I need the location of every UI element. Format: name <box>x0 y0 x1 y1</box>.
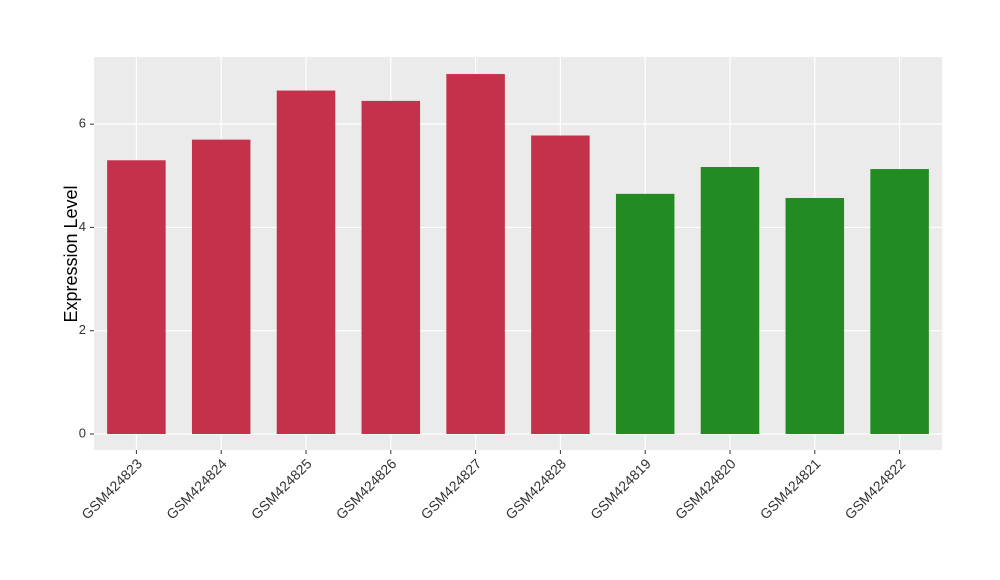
bar <box>785 197 845 434</box>
x-tick-label: GSM424825 <box>248 455 315 522</box>
y-tick-label: 2 <box>79 322 86 337</box>
bar <box>191 139 251 434</box>
x-tick-label: GSM424824 <box>163 455 230 522</box>
x-tick-label: GSM424827 <box>417 455 484 522</box>
bar <box>446 74 505 434</box>
bar <box>361 100 421 434</box>
y-tick-label: 4 <box>79 219 86 234</box>
y-axis-label: Expression Level <box>61 185 81 322</box>
bar <box>700 166 760 434</box>
x-tick-label: GSM424819 <box>587 455 654 522</box>
bar <box>615 193 675 434</box>
x-tick-label: GSM424821 <box>757 455 824 522</box>
bar <box>107 160 166 434</box>
y-tick-label: 6 <box>79 116 86 131</box>
x-tick-label: GSM424822 <box>841 455 908 522</box>
x-tick-label: GSM424828 <box>502 455 569 522</box>
bar <box>870 169 929 434</box>
x-tick-label: GSM424826 <box>333 455 400 522</box>
x-tick-label: GSM424823 <box>78 455 145 522</box>
bar <box>531 135 590 434</box>
bar <box>276 90 336 434</box>
x-tick-label: GSM424820 <box>672 455 739 522</box>
y-tick-label: 0 <box>79 425 86 440</box>
